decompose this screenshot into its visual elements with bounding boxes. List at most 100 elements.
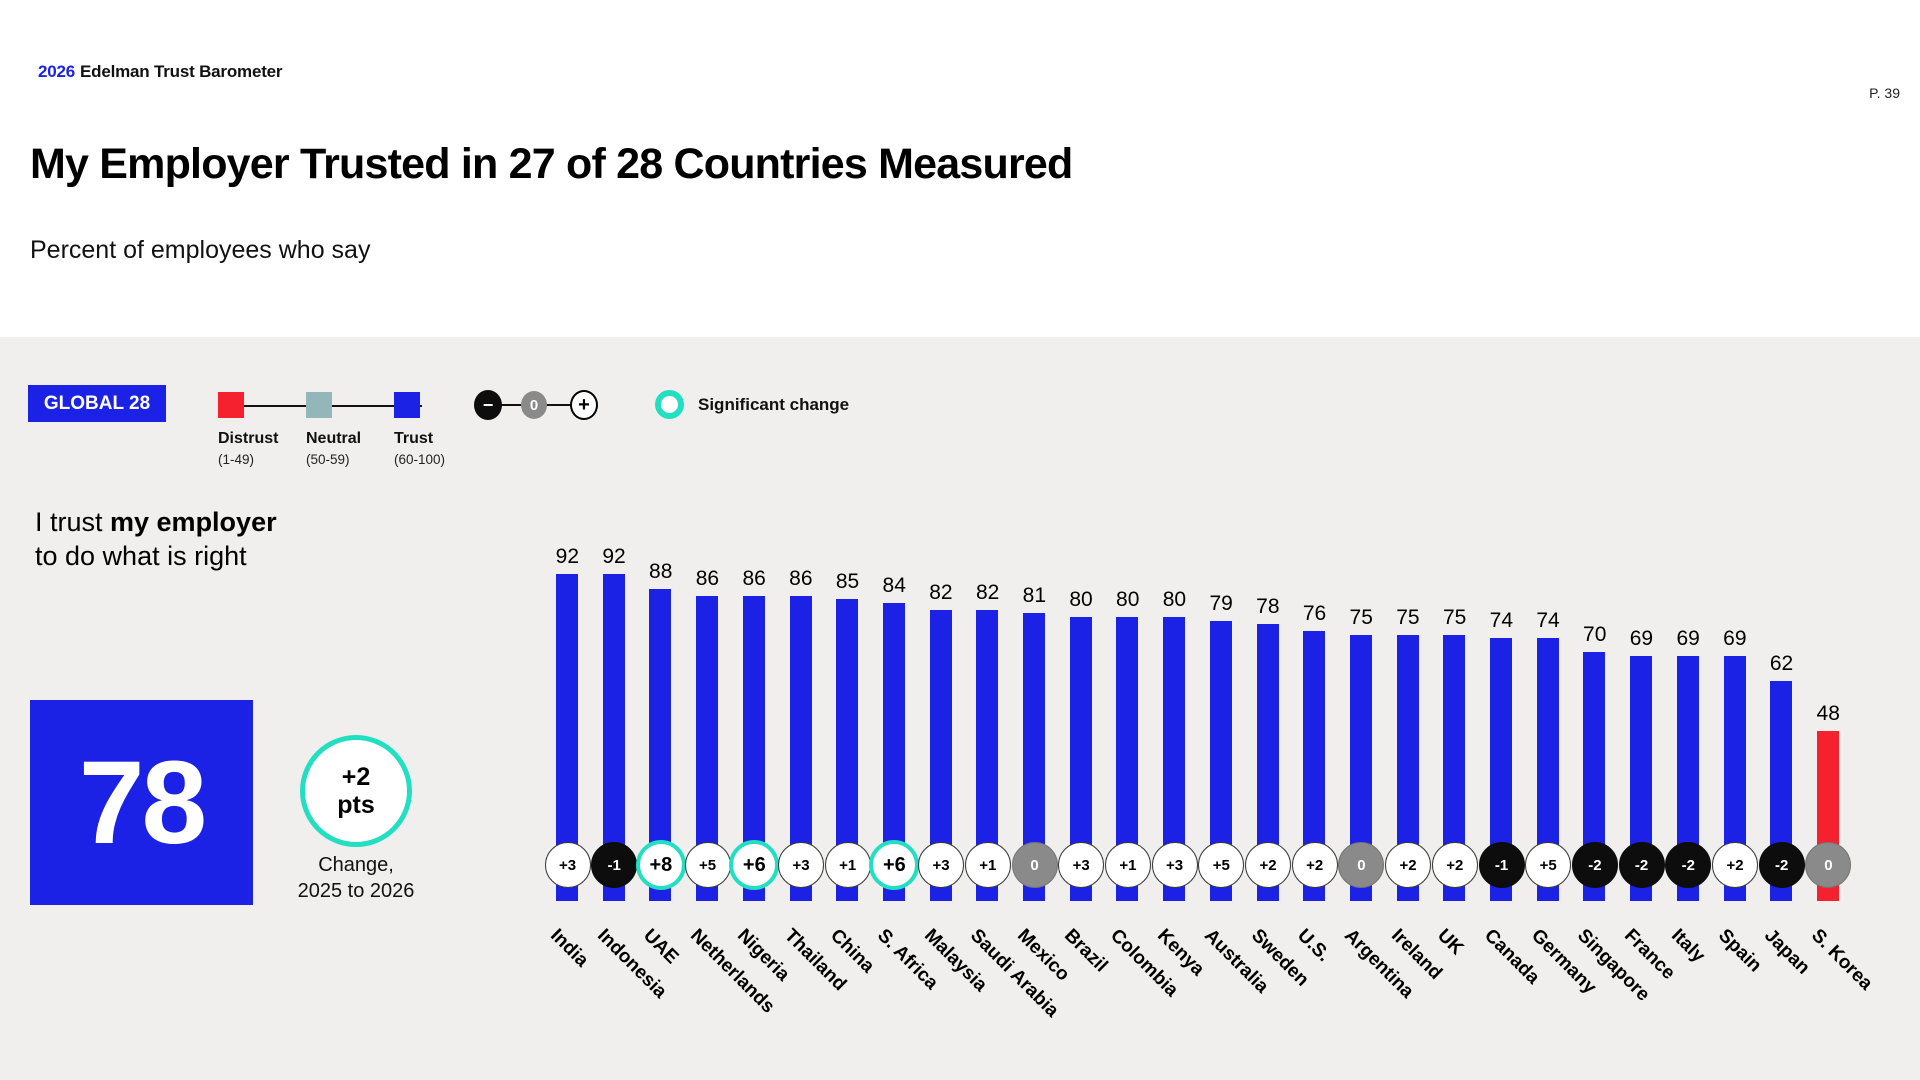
bar-column: 48 0 S. Korea xyxy=(1805,337,1876,994)
bar-column: 92 +3 India xyxy=(544,337,592,971)
bar-column: 86 +6 Nigeria xyxy=(729,337,793,985)
bar-value: 69 xyxy=(1629,627,1654,650)
bar-column: 74 +5 Germany xyxy=(1525,337,1600,998)
bar xyxy=(696,596,719,901)
bar-value: 81 xyxy=(1022,584,1047,607)
neutral-label: Neutral (50-59) xyxy=(306,430,362,467)
change-circle: +3 xyxy=(918,842,965,888)
bar-value: 92 xyxy=(555,545,580,568)
bar xyxy=(1069,617,1092,901)
bar xyxy=(1676,656,1699,901)
bar-column: 75 +2 Ireland xyxy=(1385,337,1446,984)
global-change-circle: +2 pts xyxy=(300,735,412,847)
bar-value: 86 xyxy=(695,567,720,590)
bar-column: 69 +2 Spain xyxy=(1712,337,1765,976)
bar xyxy=(882,603,905,901)
bar xyxy=(976,610,999,901)
change-circle: +6 xyxy=(729,840,780,890)
change-circle: +2 xyxy=(1245,842,1291,888)
country-label: U.S. xyxy=(1293,925,1335,966)
bar-value: 84 xyxy=(882,574,906,597)
bar-value: 62 xyxy=(1769,652,1794,675)
bar-column: 76 +2 U.S. xyxy=(1291,337,1338,966)
bar-value: 69 xyxy=(1676,627,1700,650)
change-circle: +5 xyxy=(684,842,731,888)
bar-value: 48 xyxy=(1816,702,1840,725)
bar-column: 75 0 Argentina xyxy=(1338,337,1418,1003)
bar xyxy=(1396,635,1419,901)
bar-value: 78 xyxy=(1256,595,1280,618)
change-caption: Change, 2025 to 2026 xyxy=(297,854,415,902)
bar-column: 70 -2 Singapore xyxy=(1571,337,1654,1006)
bar-value: 80 xyxy=(1069,588,1093,611)
bar xyxy=(1023,613,1045,901)
page-number: P. 39 xyxy=(1869,85,1900,101)
change-circle: +1 xyxy=(964,842,1011,888)
bar xyxy=(649,589,672,901)
change-circle: -1 xyxy=(591,842,638,888)
bar xyxy=(1490,638,1512,901)
no-change-icon: 0 xyxy=(521,391,547,419)
change-legend: − 0 + xyxy=(474,390,604,420)
trust-swatch-icon xyxy=(394,392,420,418)
change-circle: 0 xyxy=(1011,842,1058,888)
bar xyxy=(1116,617,1139,901)
bar-column: 80 +3 Brazil xyxy=(1058,337,1111,976)
bar-value: 88 xyxy=(649,560,673,583)
bar-value: 85 xyxy=(835,570,860,593)
bar xyxy=(789,596,812,901)
bar xyxy=(929,610,952,901)
bar-column: 86 +3 Thailand xyxy=(778,337,850,995)
bar xyxy=(836,599,859,901)
change-circle: +1 xyxy=(1104,842,1151,888)
bar xyxy=(1723,656,1746,901)
country-label: Japan xyxy=(1760,925,1815,979)
bar-value: 75 xyxy=(1396,606,1420,629)
change-circle: +3 xyxy=(544,842,591,888)
bar-column: 69 -2 France xyxy=(1618,337,1679,984)
bar-column: 80 +3 Kenya xyxy=(1151,337,1208,980)
distrust-swatch-icon xyxy=(218,392,244,418)
significant-change-label: Significant change xyxy=(698,394,850,414)
bar xyxy=(742,596,765,901)
country-label: UK xyxy=(1433,925,1468,960)
change-circle: +8 xyxy=(635,840,686,890)
global-28-badge: GLOBAL 28 xyxy=(28,385,166,422)
global-score-value: 78 xyxy=(78,736,207,869)
change-circle: +6 xyxy=(869,840,920,890)
bar-value: 82 xyxy=(975,581,1000,604)
bar-column: 85 +1 China xyxy=(824,337,879,977)
significant-ring-icon xyxy=(655,390,684,419)
country-label: India xyxy=(546,925,593,972)
bar-column: 92 -1 Indonesia xyxy=(591,337,670,1003)
change-circle: +2 xyxy=(1431,842,1478,888)
bar-value: 86 xyxy=(789,567,813,590)
significant-change-legend: Significant change xyxy=(655,390,849,419)
page-subtitle: Percent of employees who say xyxy=(30,236,371,264)
increase-icon: + xyxy=(570,390,598,420)
bar-column: 78 +2 Sweden xyxy=(1245,337,1312,991)
bar-column: 69 -2 Italy xyxy=(1665,337,1712,967)
change-circle: +2 xyxy=(1385,842,1432,888)
country-label: S. Korea xyxy=(1807,925,1877,995)
change-circle: +2 xyxy=(1712,842,1758,888)
bar xyxy=(1443,635,1466,901)
change-circle: -2 xyxy=(1758,842,1805,888)
bar-column: 74 -1 Canada xyxy=(1478,337,1544,988)
global-score-box: 78 xyxy=(30,700,253,905)
brand-logo: 2026 Edelman Trust Barometer xyxy=(38,62,283,82)
change-circle: +5 xyxy=(1525,842,1572,888)
change-circle: 0 xyxy=(1805,842,1852,888)
bar-value: 80 xyxy=(1162,588,1187,611)
bar xyxy=(1536,638,1559,901)
page-title: My Employer Trusted in 27 of 28 Countrie… xyxy=(30,140,1073,188)
bar-value: 70 xyxy=(1583,623,1607,646)
bar-value: 74 xyxy=(1489,609,1514,632)
bar-column: 79 +5 Australia xyxy=(1198,337,1272,997)
change-circle: -2 xyxy=(1618,842,1665,888)
bar-column: 82 +3 Malaysia xyxy=(918,337,991,996)
brand-year: 2026 xyxy=(38,62,76,81)
bar xyxy=(1349,635,1372,901)
change-circle: -2 xyxy=(1571,842,1618,888)
